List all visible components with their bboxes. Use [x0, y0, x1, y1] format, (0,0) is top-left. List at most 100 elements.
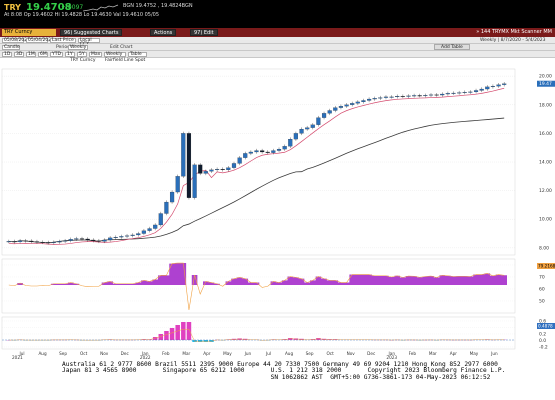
start-date-field[interactable]: 05/08/2021	[2, 38, 30, 43]
x-tick-month: Mar	[429, 351, 437, 356]
candle-body	[108, 237, 113, 241]
x-tick-month: Jan	[141, 351, 149, 356]
candle-body	[203, 171, 208, 174]
candle-body	[502, 83, 507, 85]
candle-body	[254, 150, 259, 153]
ticker-label[interactable]: TRY	[4, 3, 21, 12]
histogram-panel	[1, 316, 516, 350]
candle-body	[321, 113, 327, 118]
currency-select[interactable]: Local CCY	[78, 38, 100, 47]
x-tick-month: Oct	[80, 351, 88, 356]
hist-last-label: 0.4878	[538, 324, 553, 329]
price-tick-label: 18.00	[539, 102, 552, 108]
last-price-label: 19.47	[539, 81, 552, 87]
x-tick-year: 2023	[386, 355, 397, 359]
range-button-weekly[interactable]: Weekly	[104, 52, 126, 57]
candle-body	[12, 241, 17, 243]
candle-body	[91, 239, 96, 241]
actions-button[interactable]: Actions	[150, 29, 177, 36]
hist-last-marker	[537, 323, 555, 329]
price-change: +.0097	[61, 4, 84, 11]
candle-body	[468, 91, 473, 93]
candle-body	[79, 238, 85, 240]
candle-body	[282, 146, 287, 150]
edit-button[interactable]: 97) Edit	[190, 29, 218, 36]
candle-body	[175, 176, 180, 193]
candle-body	[215, 169, 220, 170]
range-toolbar: 1D 3D 1M 6M YTD 1Y 5Y Max Weekly Table	[0, 51, 555, 58]
histogram-bar	[158, 334, 164, 340]
candle-body	[40, 242, 45, 243]
x-tick-year: 2021	[12, 355, 23, 359]
field-select[interactable]: Last Price	[50, 38, 76, 43]
price-chart-svg[interactable]: 20.0018.0016.0014.0012.0010.008.0019.478…	[0, 65, 555, 360]
candle-body	[473, 90, 479, 92]
price-tick-label: 14.00	[539, 160, 552, 166]
range-button-1d[interactable]: 1D	[2, 52, 12, 57]
range-button-1m[interactable]: 1M	[26, 52, 36, 57]
candle-body	[344, 104, 349, 107]
hist-tick-label: 0.2	[539, 332, 546, 338]
osc-last-marker	[537, 263, 555, 269]
range-button-6m[interactable]: 6M	[38, 52, 48, 57]
osc-last-label: 79.2168	[538, 264, 555, 269]
suggested-charts-button[interactable]: 96) Suggested Charts	[60, 29, 123, 36]
candle-body	[310, 124, 315, 128]
candle-body	[428, 94, 434, 96]
candle-body	[378, 97, 383, 99]
x-tick-month: Aug	[38, 351, 47, 356]
x-tick-month: Apr	[450, 351, 458, 356]
candle-body	[209, 169, 214, 172]
oscillator-fill	[17, 263, 508, 285]
candle-body	[181, 133, 186, 177]
chart-type-select[interactable]: Candle	[2, 45, 20, 50]
candle-body	[243, 153, 248, 158]
period-select[interactable]: Weekly	[68, 45, 88, 50]
candle-body	[350, 103, 355, 105]
range-button-max[interactable]: Max	[89, 52, 102, 57]
x-tick-month: May	[470, 351, 479, 356]
end-date-field[interactable]: 05/04/2023	[26, 38, 54, 43]
chart-area[interactable]: 20.0018.0016.0014.0012.0010.008.0019.478…	[0, 65, 555, 360]
range-text: Weekly | 8/7/2020 - 5/4/2023	[480, 38, 546, 43]
range-button-5y[interactable]: 5Y	[77, 52, 87, 57]
candle-body	[389, 96, 394, 98]
x-tick-month: Sep	[306, 351, 314, 356]
candle-body	[34, 241, 40, 243]
candle-body	[51, 242, 56, 243]
osc-tick-label: 70	[539, 275, 545, 281]
x-tick-month: Dec	[367, 351, 376, 356]
candle-body	[158, 213, 163, 226]
oscillator-line	[8, 262, 505, 311]
candle-body	[153, 224, 158, 229]
candle-body	[299, 128, 304, 134]
range-button-ytd[interactable]: YTD	[50, 52, 63, 57]
candle-body	[46, 242, 51, 244]
histogram-bar	[186, 322, 192, 340]
x-tick-month: Nov	[347, 351, 356, 356]
price-tick-label: 20.00	[539, 74, 552, 80]
candle-body	[248, 151, 253, 154]
candle-body	[23, 240, 28, 242]
osc-tick-label: 60	[539, 287, 545, 293]
x-tick-month: Jun	[244, 351, 252, 356]
range-button-3d[interactable]: 3D	[14, 52, 24, 57]
candle-body	[479, 88, 484, 91]
candle-body	[372, 98, 377, 100]
histogram-bar	[175, 325, 180, 340]
x-tick-month: May	[223, 351, 232, 356]
range-button-1y[interactable]: 1Y	[65, 52, 75, 57]
footer-line-1: Australia 61 2 9777 8600 Brazil 5511 239…	[62, 361, 498, 368]
candle-body	[220, 169, 225, 170]
legend-item-security: TRY Curncy	[70, 58, 96, 63]
range-button-table[interactable]: Table	[128, 52, 147, 57]
quote-header: TRY 19.4708 +.0097 BGN 19.4752 , 19.4824…	[0, 0, 555, 28]
x-tick-month: Aug	[285, 351, 294, 356]
candle-body	[113, 237, 118, 238]
security-input[interactable]: TRY Curncy	[2, 29, 56, 36]
candle-body	[451, 92, 456, 94]
add-table-button[interactable]: Add Table	[434, 44, 470, 50]
candle-body	[496, 84, 501, 87]
candle-body	[124, 235, 130, 237]
edit-chart-label[interactable]: Edit Chart	[110, 45, 133, 50]
